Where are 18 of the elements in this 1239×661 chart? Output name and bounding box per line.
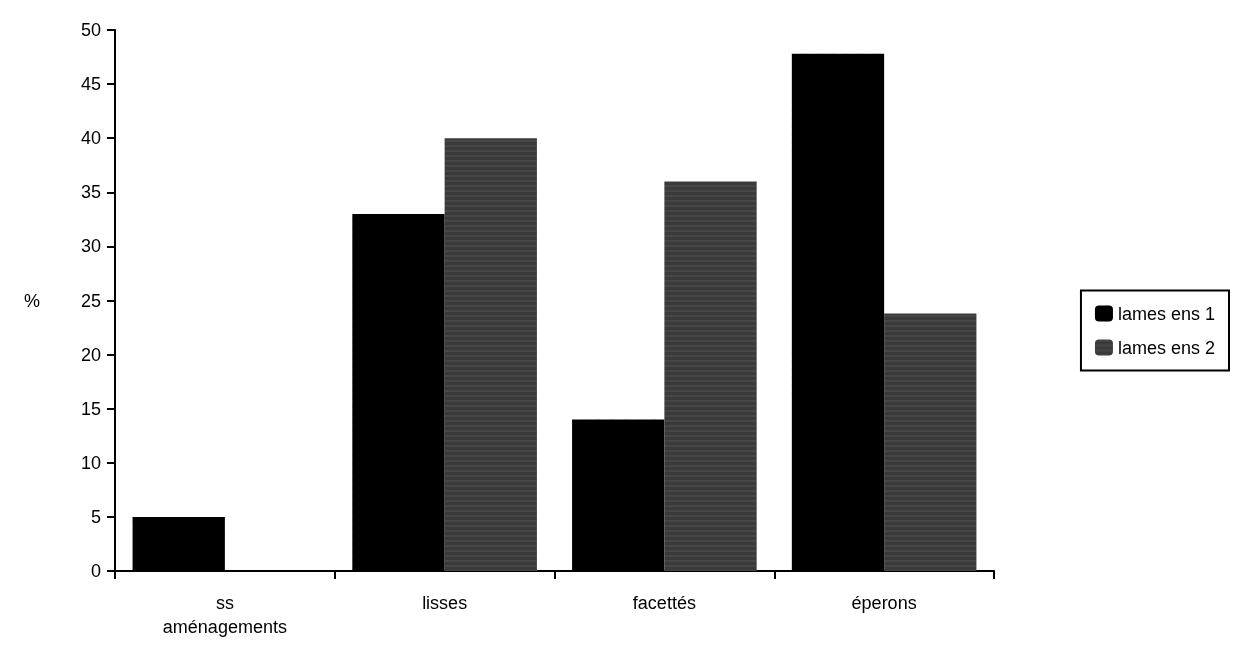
y-tick-label: 30 bbox=[80, 236, 101, 257]
x-tick-label: ss aménagements bbox=[162, 593, 287, 637]
y-tick-label: 15 bbox=[80, 398, 101, 419]
y-tick-label: 10 bbox=[80, 452, 101, 473]
legend-label: lames ens 1 bbox=[1117, 303, 1216, 324]
y-tick-label: 35 bbox=[80, 182, 101, 203]
y-tick-label: 5 bbox=[90, 506, 101, 527]
x-tick-label: éperons bbox=[851, 593, 917, 613]
y-tick-label: 40 bbox=[80, 128, 101, 149]
x-tick-label: lisses bbox=[422, 593, 468, 613]
y-tick-label: 0 bbox=[90, 561, 101, 581]
y-tick-label: 20 bbox=[80, 344, 101, 365]
y-axis-title: % bbox=[23, 290, 40, 311]
y-tick-label: 50 bbox=[80, 20, 101, 40]
legend-label: lames ens 2 bbox=[1117, 337, 1216, 358]
y-tick-label: 25 bbox=[80, 290, 101, 311]
x-tick-label: facettés bbox=[632, 593, 696, 613]
y-tick-label: 45 bbox=[80, 74, 101, 95]
